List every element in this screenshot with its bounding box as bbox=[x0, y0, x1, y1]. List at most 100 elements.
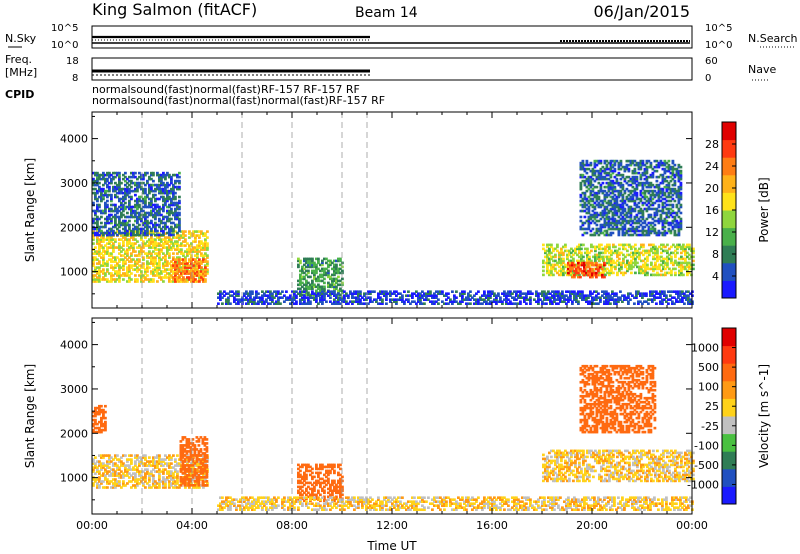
power-echo-cell bbox=[150, 233, 153, 237]
power-echo-cell bbox=[603, 275, 606, 279]
power-echo-cell bbox=[577, 271, 580, 275]
power-echo-cell bbox=[170, 201, 173, 205]
power-echo-cell bbox=[633, 159, 637, 163]
power-echo-cell bbox=[96, 272, 99, 275]
power-echo-cell bbox=[550, 263, 553, 267]
power-echo-cell bbox=[609, 173, 613, 177]
power-echo-cell bbox=[610, 271, 613, 275]
velocity-echo-cell bbox=[96, 470, 99, 473]
power-echo-cell bbox=[100, 270, 103, 273]
power-echo-cell bbox=[572, 249, 575, 253]
power-echo-cell bbox=[523, 296, 526, 299]
power-echo-cell bbox=[112, 225, 115, 229]
power-echo-cell bbox=[148, 250, 151, 253]
power-echo-cell bbox=[579, 267, 582, 271]
power-echo-cell bbox=[355, 298, 358, 301]
power-echo-cell bbox=[311, 281, 314, 285]
power-echo-cell bbox=[156, 266, 159, 269]
power-echo-cell bbox=[447, 292, 450, 295]
power-echo-cell bbox=[299, 279, 302, 283]
power-echo-cell bbox=[592, 245, 595, 249]
power-echo-cell bbox=[152, 225, 155, 229]
power-echo-cell bbox=[638, 253, 641, 257]
power-echo-cell bbox=[385, 292, 388, 295]
power-echo-cell bbox=[599, 183, 603, 187]
power-echo-cell bbox=[94, 187, 97, 191]
power-echo-cell bbox=[623, 179, 627, 183]
power-echo-cell bbox=[158, 266, 161, 269]
power-echo-cell bbox=[126, 189, 129, 193]
power-echo-cell bbox=[674, 271, 677, 275]
power-echo-cell bbox=[610, 267, 613, 271]
date-title: 06/Jan/2015 bbox=[593, 2, 690, 21]
power-echo-cell bbox=[118, 171, 121, 175]
power-echo-cell bbox=[614, 245, 617, 249]
power-echo-cell bbox=[543, 296, 546, 299]
power-echo-cell bbox=[639, 209, 643, 213]
power-echo-cell bbox=[587, 263, 590, 267]
velocity-echo-cell bbox=[102, 454, 105, 457]
velocity-echo-cell bbox=[104, 478, 107, 481]
power-echo-cell bbox=[435, 296, 438, 299]
velocity-echo-cell bbox=[112, 486, 115, 489]
power-echo-cell bbox=[377, 296, 380, 299]
power-echo-cell bbox=[564, 263, 567, 267]
power-echo-cell bbox=[657, 231, 661, 235]
power-echo-cell bbox=[682, 257, 685, 261]
power-echo-cell bbox=[589, 229, 593, 233]
power-echo-cell bbox=[647, 165, 651, 169]
power-echo-cell bbox=[202, 258, 205, 261]
power-echo-cell bbox=[110, 209, 113, 213]
power-echo-cell bbox=[546, 271, 549, 275]
power-echo-cell bbox=[554, 253, 557, 257]
power-echo-cell bbox=[641, 215, 645, 219]
power-echo-cell bbox=[650, 273, 653, 277]
power-echo-cell bbox=[94, 209, 97, 213]
power-echo-cell bbox=[142, 187, 145, 191]
power-echo-cell bbox=[617, 183, 621, 187]
power-echo-cell bbox=[596, 255, 599, 259]
power-echo-cell bbox=[415, 294, 418, 297]
power-echo-cell bbox=[669, 165, 673, 169]
power-echo-cell bbox=[609, 165, 613, 169]
power-echo-cell bbox=[535, 300, 538, 303]
power-echo-cell bbox=[106, 238, 109, 241]
power-echo-cell bbox=[591, 203, 595, 207]
power-echo-cell bbox=[160, 233, 163, 237]
power-echo-cell bbox=[206, 246, 209, 249]
power-echo-cell bbox=[663, 217, 667, 221]
power-echo-cell bbox=[198, 236, 201, 239]
power-echo-cell bbox=[204, 264, 207, 267]
power-echo-cell bbox=[122, 213, 125, 217]
power-echo-cell bbox=[130, 209, 133, 213]
power-y-tick-label: 3000 bbox=[60, 177, 88, 190]
power-echo-cell bbox=[327, 281, 330, 285]
power-echo-cell bbox=[162, 256, 165, 259]
power-echo-cell bbox=[610, 251, 613, 255]
freq-tick-bottom: 8 bbox=[72, 73, 78, 84]
power-echo-cell bbox=[625, 195, 629, 199]
power-echo-cell bbox=[148, 201, 151, 205]
power-echo-cell bbox=[168, 274, 171, 277]
power-echo-cell bbox=[100, 199, 103, 203]
power-echo-cell bbox=[653, 223, 657, 227]
power-echo-cell bbox=[164, 189, 167, 193]
power-echo-cell bbox=[579, 187, 583, 191]
velocity-echo-cell bbox=[104, 454, 107, 457]
power-echo-cell bbox=[658, 255, 661, 259]
power-echo-cell bbox=[146, 278, 149, 281]
power-echo-cell bbox=[644, 263, 647, 267]
power-echo-cell bbox=[603, 290, 606, 293]
power-echo-cell bbox=[667, 227, 671, 231]
power-echo-cell bbox=[656, 253, 659, 257]
power-echo-cell bbox=[104, 173, 107, 177]
power-echo-cell bbox=[401, 300, 404, 303]
power-echo-cell bbox=[178, 278, 181, 281]
power-echo-cell bbox=[124, 221, 127, 225]
power-echo-cell bbox=[134, 213, 137, 217]
power-echo-cell bbox=[641, 294, 644, 297]
power-echo-cell bbox=[589, 175, 593, 179]
power-echo-cell bbox=[357, 296, 360, 299]
power-echo-cell bbox=[106, 248, 109, 251]
power-echo-cell bbox=[96, 231, 99, 235]
